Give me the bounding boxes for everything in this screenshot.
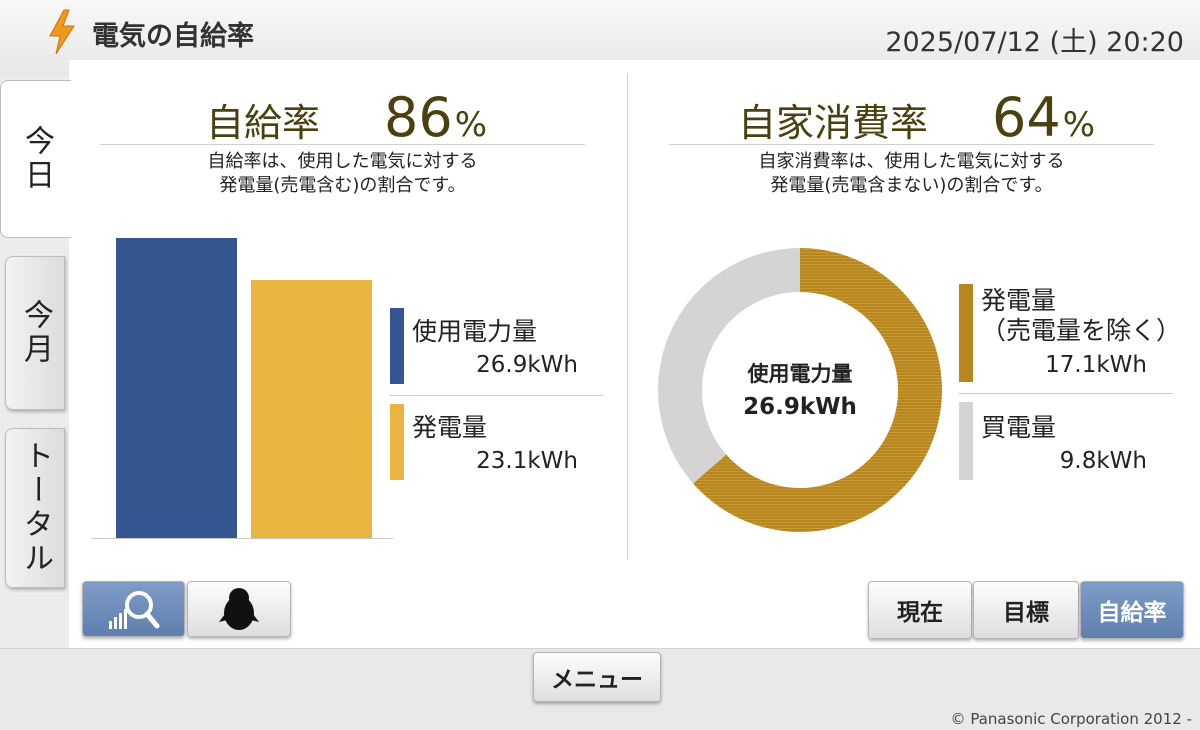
copyright-text: © Panasonic Corporation 2012 - — [950, 710, 1192, 728]
self-consumption-value: 64 — [992, 86, 1061, 149]
menu-button[interactable]: メニュー — [533, 652, 661, 702]
donut-center-value: 26.9kWh — [743, 394, 857, 420]
legend-separator — [390, 395, 604, 396]
legend-separator — [959, 393, 1173, 394]
legend-label-line: 発電量 — [981, 286, 1057, 315]
heading-rule — [669, 144, 1154, 145]
tab-total-label: トータル — [18, 440, 53, 576]
description-line: 発電量(売電含まない)の割合です。 — [770, 175, 1053, 196]
footer-bar: メニュー © Panasonic Corporation 2012 - — [0, 648, 1200, 730]
self-sufficiency-heading: 自給率 86 % — [206, 86, 487, 149]
description-line: 自家消費率は、使用した電気に対する — [758, 151, 1065, 172]
donut-center-title: 使用電力量 — [747, 362, 853, 386]
legend-label-generation: 発電量 — [412, 413, 488, 442]
current-mode-button[interactable]: 現在 — [868, 581, 972, 639]
legend-value-purchased: 9.8kWh — [1059, 448, 1147, 474]
self-sufficiency-description: 自給率は、使用した電気に対する 発電量(売電含む)の割合です。 — [100, 150, 585, 198]
legend-label-line: （売電量を除く） — [981, 316, 1182, 345]
legend-value-usage: 26.9kWh — [476, 352, 578, 378]
description-line: 自給率は、使用した電気に対する — [207, 151, 478, 172]
donut-slice-self-consumed — [693, 248, 942, 532]
heading-rule — [100, 144, 585, 145]
bar-usage — [116, 238, 237, 538]
legend-label-purchased: 買電量 — [981, 413, 1057, 442]
self-consumption-unit: % — [1062, 105, 1096, 145]
legend-swatch-usage — [390, 308, 404, 384]
donut-center-label: 使用電力量 26.9kWh — [650, 358, 950, 420]
bar-chart-baseline — [91, 538, 393, 539]
self-consumption-description: 自家消費率は、使用した電気に対する 発電量(売電含まない)の割合です。 — [669, 150, 1154, 198]
self-sufficiency-label: 自給率 — [206, 101, 321, 145]
target-mode-button[interactable]: 目標 — [973, 581, 1079, 639]
legend-value-self-consumed: 17.1kWh — [1045, 352, 1147, 378]
legend-value-generation: 23.1kWh — [476, 448, 578, 474]
self-sufficiency-unit: % — [454, 105, 488, 145]
self-consumption-label: 自家消費率 — [738, 101, 929, 145]
self-consumption-donut-chart — [658, 248, 942, 532]
tab-today-label: 今日 — [19, 125, 54, 193]
page-title: 電気の自給率 — [92, 21, 254, 52]
tab-month[interactable]: 今月 — [5, 256, 65, 410]
self-sufficiency-mode-button[interactable]: 自給率 — [1080, 581, 1184, 639]
tab-month-label: 今月 — [18, 299, 53, 367]
legend-swatch-generation — [390, 404, 404, 480]
self-sufficiency-value: 86 — [384, 86, 453, 149]
lightning-bolt-icon — [49, 9, 75, 55]
signal-search-icon — [108, 591, 159, 629]
legend-label-self-consumed: 発電量 （売電量を除く） — [981, 286, 1181, 346]
legend-swatch-purchased — [959, 402, 973, 480]
main-panel: 自給率 86 % 自給率は、使用した電気に対する 発電量(売電含む)の割合です。… — [69, 60, 1200, 648]
legend-label-usage: 使用電力量 — [412, 317, 538, 346]
bar-generation — [251, 280, 372, 538]
panel-divider — [627, 74, 628, 560]
legend-swatch-self-consumed — [959, 284, 973, 382]
datetime: 2025/07/12 (土) 20:20 — [885, 27, 1184, 58]
donut-slice-purchased — [658, 248, 800, 484]
character-view-button[interactable] — [187, 581, 291, 637]
tab-today[interactable]: 今日 — [0, 80, 71, 238]
tab-total[interactable]: トータル — [5, 428, 65, 588]
description-line: 発電量(売電含む)の割合です。 — [219, 175, 466, 196]
graph-view-button[interactable] — [82, 581, 185, 637]
self-consumption-heading: 自家消費率 64 % — [738, 86, 1095, 149]
penguin-icon — [219, 588, 259, 630]
